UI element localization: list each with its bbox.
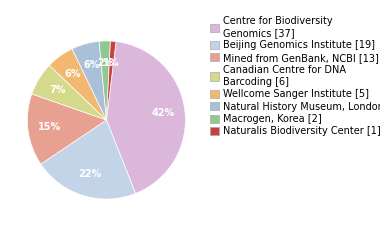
Wedge shape <box>72 41 106 120</box>
Text: 6%: 6% <box>83 60 100 70</box>
Wedge shape <box>106 41 116 120</box>
Wedge shape <box>49 49 106 120</box>
Text: 2%: 2% <box>97 58 114 68</box>
Wedge shape <box>99 41 111 120</box>
Legend: Centre for Biodiversity
Genomics [37], Beijing Genomics Institute [19], Mined fr: Centre for Biodiversity Genomics [37], B… <box>210 16 380 136</box>
Wedge shape <box>32 65 106 120</box>
Text: 1%: 1% <box>103 58 120 68</box>
Text: 6%: 6% <box>65 69 81 79</box>
Wedge shape <box>27 94 106 164</box>
Text: 22%: 22% <box>78 169 101 179</box>
Text: 7%: 7% <box>50 85 66 95</box>
Text: 42%: 42% <box>151 108 174 118</box>
Wedge shape <box>106 42 185 193</box>
Wedge shape <box>41 120 136 199</box>
Text: 15%: 15% <box>38 122 62 132</box>
